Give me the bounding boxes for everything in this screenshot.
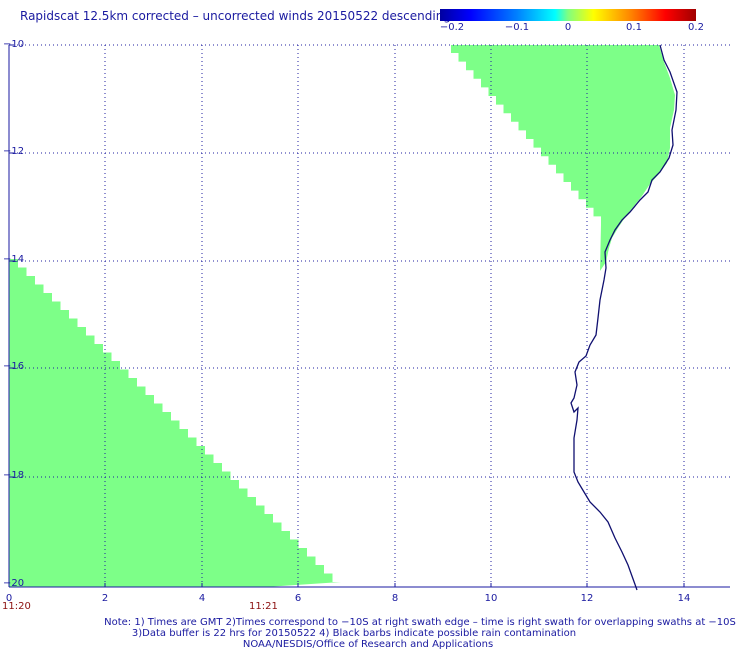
colorbar-label: 0.1 — [626, 22, 642, 33]
colorbar-label: 0 — [564, 22, 572, 33]
map-title: Rapidscat 12.5km corrected – uncorrected… — [20, 9, 451, 23]
lon-tick-label: 0 — [5, 593, 13, 604]
swath-end-time: 11:21 — [249, 601, 278, 612]
note-line-2: 3)Data buffer is 22 hrs for 20150522 4) … — [131, 628, 577, 639]
colorbar-gradient — [440, 9, 696, 21]
gridlines — [8, 44, 730, 588]
note-line-3: NOAA/NESDIS/Office of Research and Appli… — [242, 639, 494, 650]
lon-tick-label: 10 — [484, 593, 498, 604]
swath-lower-left — [9, 259, 341, 587]
coastline — [570, 44, 678, 591]
lat-tick-label: −16 — [3, 361, 25, 372]
lon-tick-label: 14 — [677, 593, 691, 604]
colorbar-legend: −0.2 −0.1 0 0.1 0.2 — [439, 9, 704, 39]
colorbar-label: −0.1 — [504, 22, 530, 33]
swath-layer — [9, 45, 675, 587]
lat-tick-label: −10 — [3, 39, 25, 50]
lon-tick-label: 2 — [101, 593, 109, 604]
lon-tick-label: 4 — [198, 593, 206, 604]
lon-tick-label: 8 — [391, 593, 399, 604]
swath-start-time: 11:20 — [2, 601, 31, 612]
swath-upper-right — [451, 45, 675, 271]
lat-tick-label: −14 — [3, 254, 25, 265]
note-line-1: Note: 1) Times are GMT 2)Times correspon… — [104, 617, 736, 628]
colorbar-label: −0.2 — [439, 22, 465, 33]
lat-tick-label: −12 — [3, 146, 25, 157]
lon-tick-label: 12 — [580, 593, 594, 604]
lat-tick-label: −20 — [3, 578, 25, 589]
colorbar-label: 0.2 — [688, 22, 704, 33]
lat-tick-label: −18 — [3, 470, 25, 481]
lon-tick-label: 6 — [294, 593, 302, 604]
